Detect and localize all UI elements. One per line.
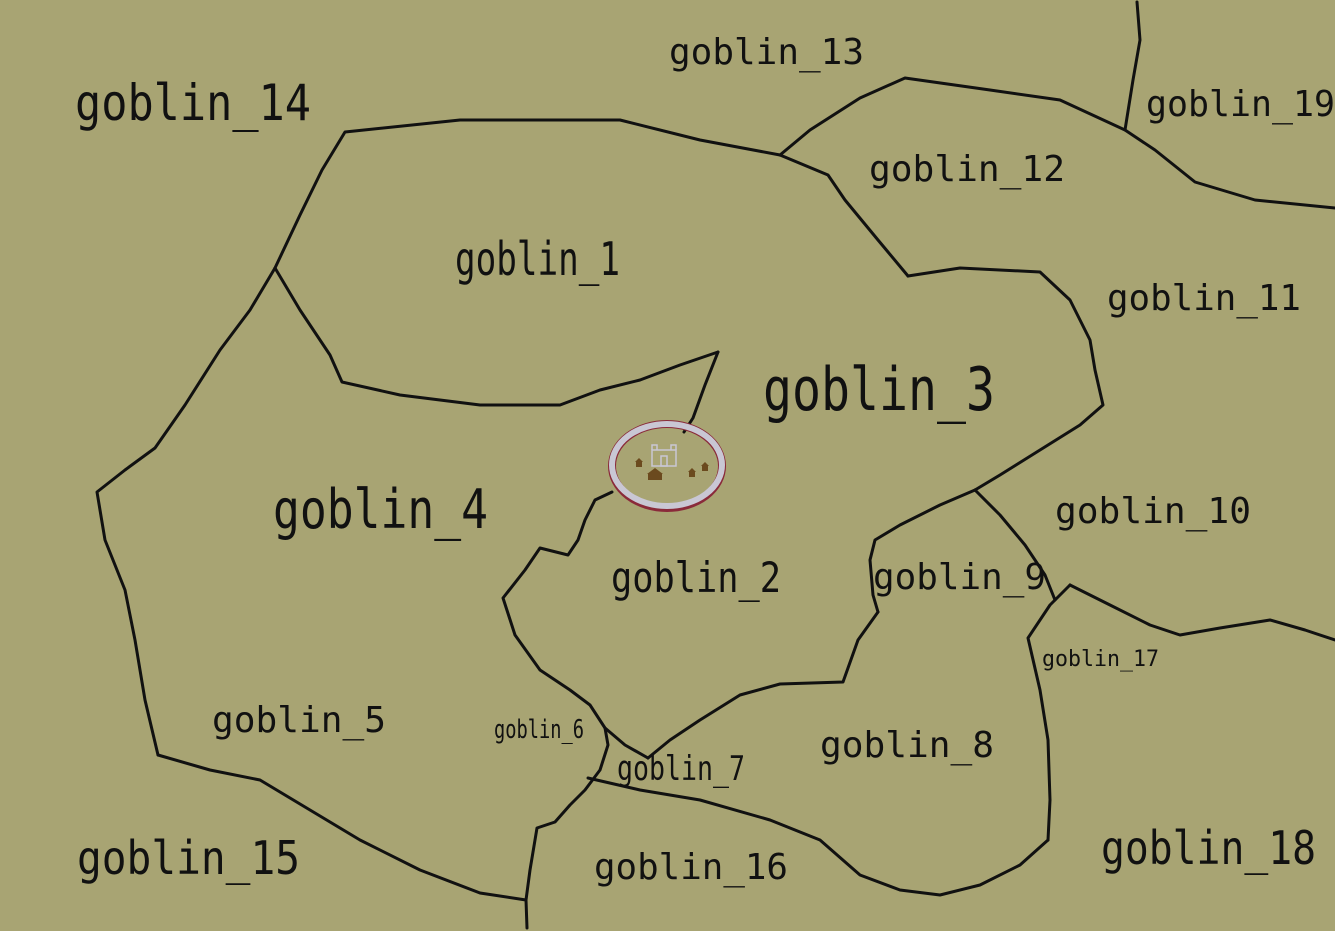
region-label-goblin-18[interactable]: goblin_18	[1101, 821, 1316, 875]
border-goblin-5-bottom	[156, 753, 528, 902]
region-label-goblin-2[interactable]: goblin_2	[611, 553, 781, 602]
hut-icon	[647, 468, 663, 480]
border-goblin-1-top	[273, 118, 910, 278]
border-goblin-1-bottom	[273, 266, 720, 407]
hut-icon	[635, 458, 643, 467]
settlement-ring-inner	[609, 421, 725, 509]
border-goblin-19-west	[1123, 0, 1142, 132]
region-label-goblin-11[interactable]: goblin_11	[1107, 278, 1301, 319]
region-label-goblin-6[interactable]: goblin_6	[494, 715, 584, 745]
region-label-goblin-12[interactable]: goblin_12	[869, 149, 1065, 190]
region-label-goblin-14[interactable]: goblin_14	[75, 74, 311, 132]
border-goblin-3-east	[906, 266, 1105, 492]
region-label-goblin-19[interactable]: goblin_19	[1146, 84, 1335, 125]
border-goblin-2-south	[646, 610, 880, 760]
border-goblin-17-west	[1026, 583, 1072, 842]
region-label-goblin-8[interactable]: goblin_8	[820, 725, 994, 766]
region-label-goblin-1[interactable]: goblin_1	[455, 232, 620, 286]
region-label-goblin-17[interactable]: goblin_17	[1042, 647, 1159, 672]
region-label-goblin-15[interactable]: goblin_15	[77, 831, 300, 885]
region-label-goblin-7[interactable]: goblin_7	[617, 749, 745, 789]
region-label-goblin-3[interactable]: goblin_3	[763, 355, 995, 425]
border-goblin-10-south	[1068, 583, 1335, 642]
region-borders	[95, 0, 1335, 930]
border-goblin-3-south	[868, 488, 977, 614]
settlement-marker[interactable]	[608, 420, 726, 512]
region-labels: goblin_1 goblin_2 goblin_3 goblin_4 gobl…	[75, 32, 1335, 888]
border-goblin-16-top	[586, 776, 1050, 897]
region-label-goblin-16[interactable]: goblin_16	[594, 847, 788, 888]
border-goblin-6	[524, 726, 610, 930]
region-label-goblin-13[interactable]: goblin_13	[669, 32, 864, 73]
region-label-goblin-4[interactable]: goblin_4	[273, 478, 488, 541]
region-label-goblin-9[interactable]: goblin_9	[873, 557, 1046, 598]
border-goblin-4-inner	[501, 490, 650, 760]
region-label-goblin-5[interactable]: goblin_5	[212, 700, 386, 741]
castle-icon	[651, 444, 677, 467]
border-goblin-9-10	[973, 488, 1057, 602]
hut-icon	[688, 468, 696, 477]
region-label-goblin-10[interactable]: goblin_10	[1055, 491, 1251, 532]
border-goblin-12-top	[778, 76, 1335, 210]
border-goblin-4-outer	[95, 266, 277, 757]
hut-icon	[701, 462, 709, 471]
